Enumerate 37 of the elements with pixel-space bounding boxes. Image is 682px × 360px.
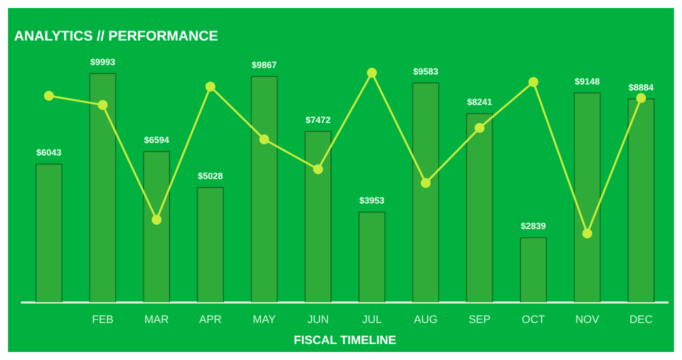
point — [636, 93, 646, 104]
point — [528, 76, 538, 87]
x-tick-label: MAY — [252, 314, 276, 326]
data-label: $5028 — [198, 170, 223, 181]
x-tick-label: AUG — [414, 314, 438, 326]
data-label: $9993 — [90, 56, 116, 67]
x-tick-label: JUL — [362, 314, 382, 326]
x-tick-label: SEP — [468, 314, 491, 326]
data-label: $6594 — [144, 134, 170, 145]
x-tick-label: FEB — [92, 314, 114, 326]
data-label: $2839 — [520, 221, 546, 232]
point — [313, 164, 324, 174]
data-label: $3953 — [359, 196, 384, 206]
point — [582, 228, 592, 239]
point — [44, 90, 54, 101]
point — [259, 134, 270, 144]
data-label: $9148 — [574, 76, 600, 86]
x-tick-label: DEC — [629, 314, 653, 326]
x-tick-label: APR — [199, 314, 222, 326]
data-label: $8884 — [628, 82, 654, 92]
point — [366, 68, 377, 78]
data-label: $8241 — [467, 97, 492, 108]
data-label: $9583 — [413, 66, 438, 76]
point — [152, 214, 162, 225]
x-tick-label: JUN — [307, 314, 329, 326]
x-tick-label: OCT — [522, 314, 546, 326]
point — [474, 122, 485, 133]
point — [205, 82, 216, 92]
data-label: $6043 — [36, 148, 62, 158]
data-label: $7472 — [306, 114, 331, 125]
x-tick-label: NOV — [575, 314, 600, 326]
x-axis-title: FISCAL TIMELINE — [294, 333, 396, 348]
point — [98, 100, 108, 110]
data-label: $9867 — [252, 60, 277, 70]
x-tick-label: MAR — [144, 314, 169, 326]
chart-title: ANALYTICS // PERFORMANCE — [14, 27, 218, 44]
point — [420, 178, 431, 188]
